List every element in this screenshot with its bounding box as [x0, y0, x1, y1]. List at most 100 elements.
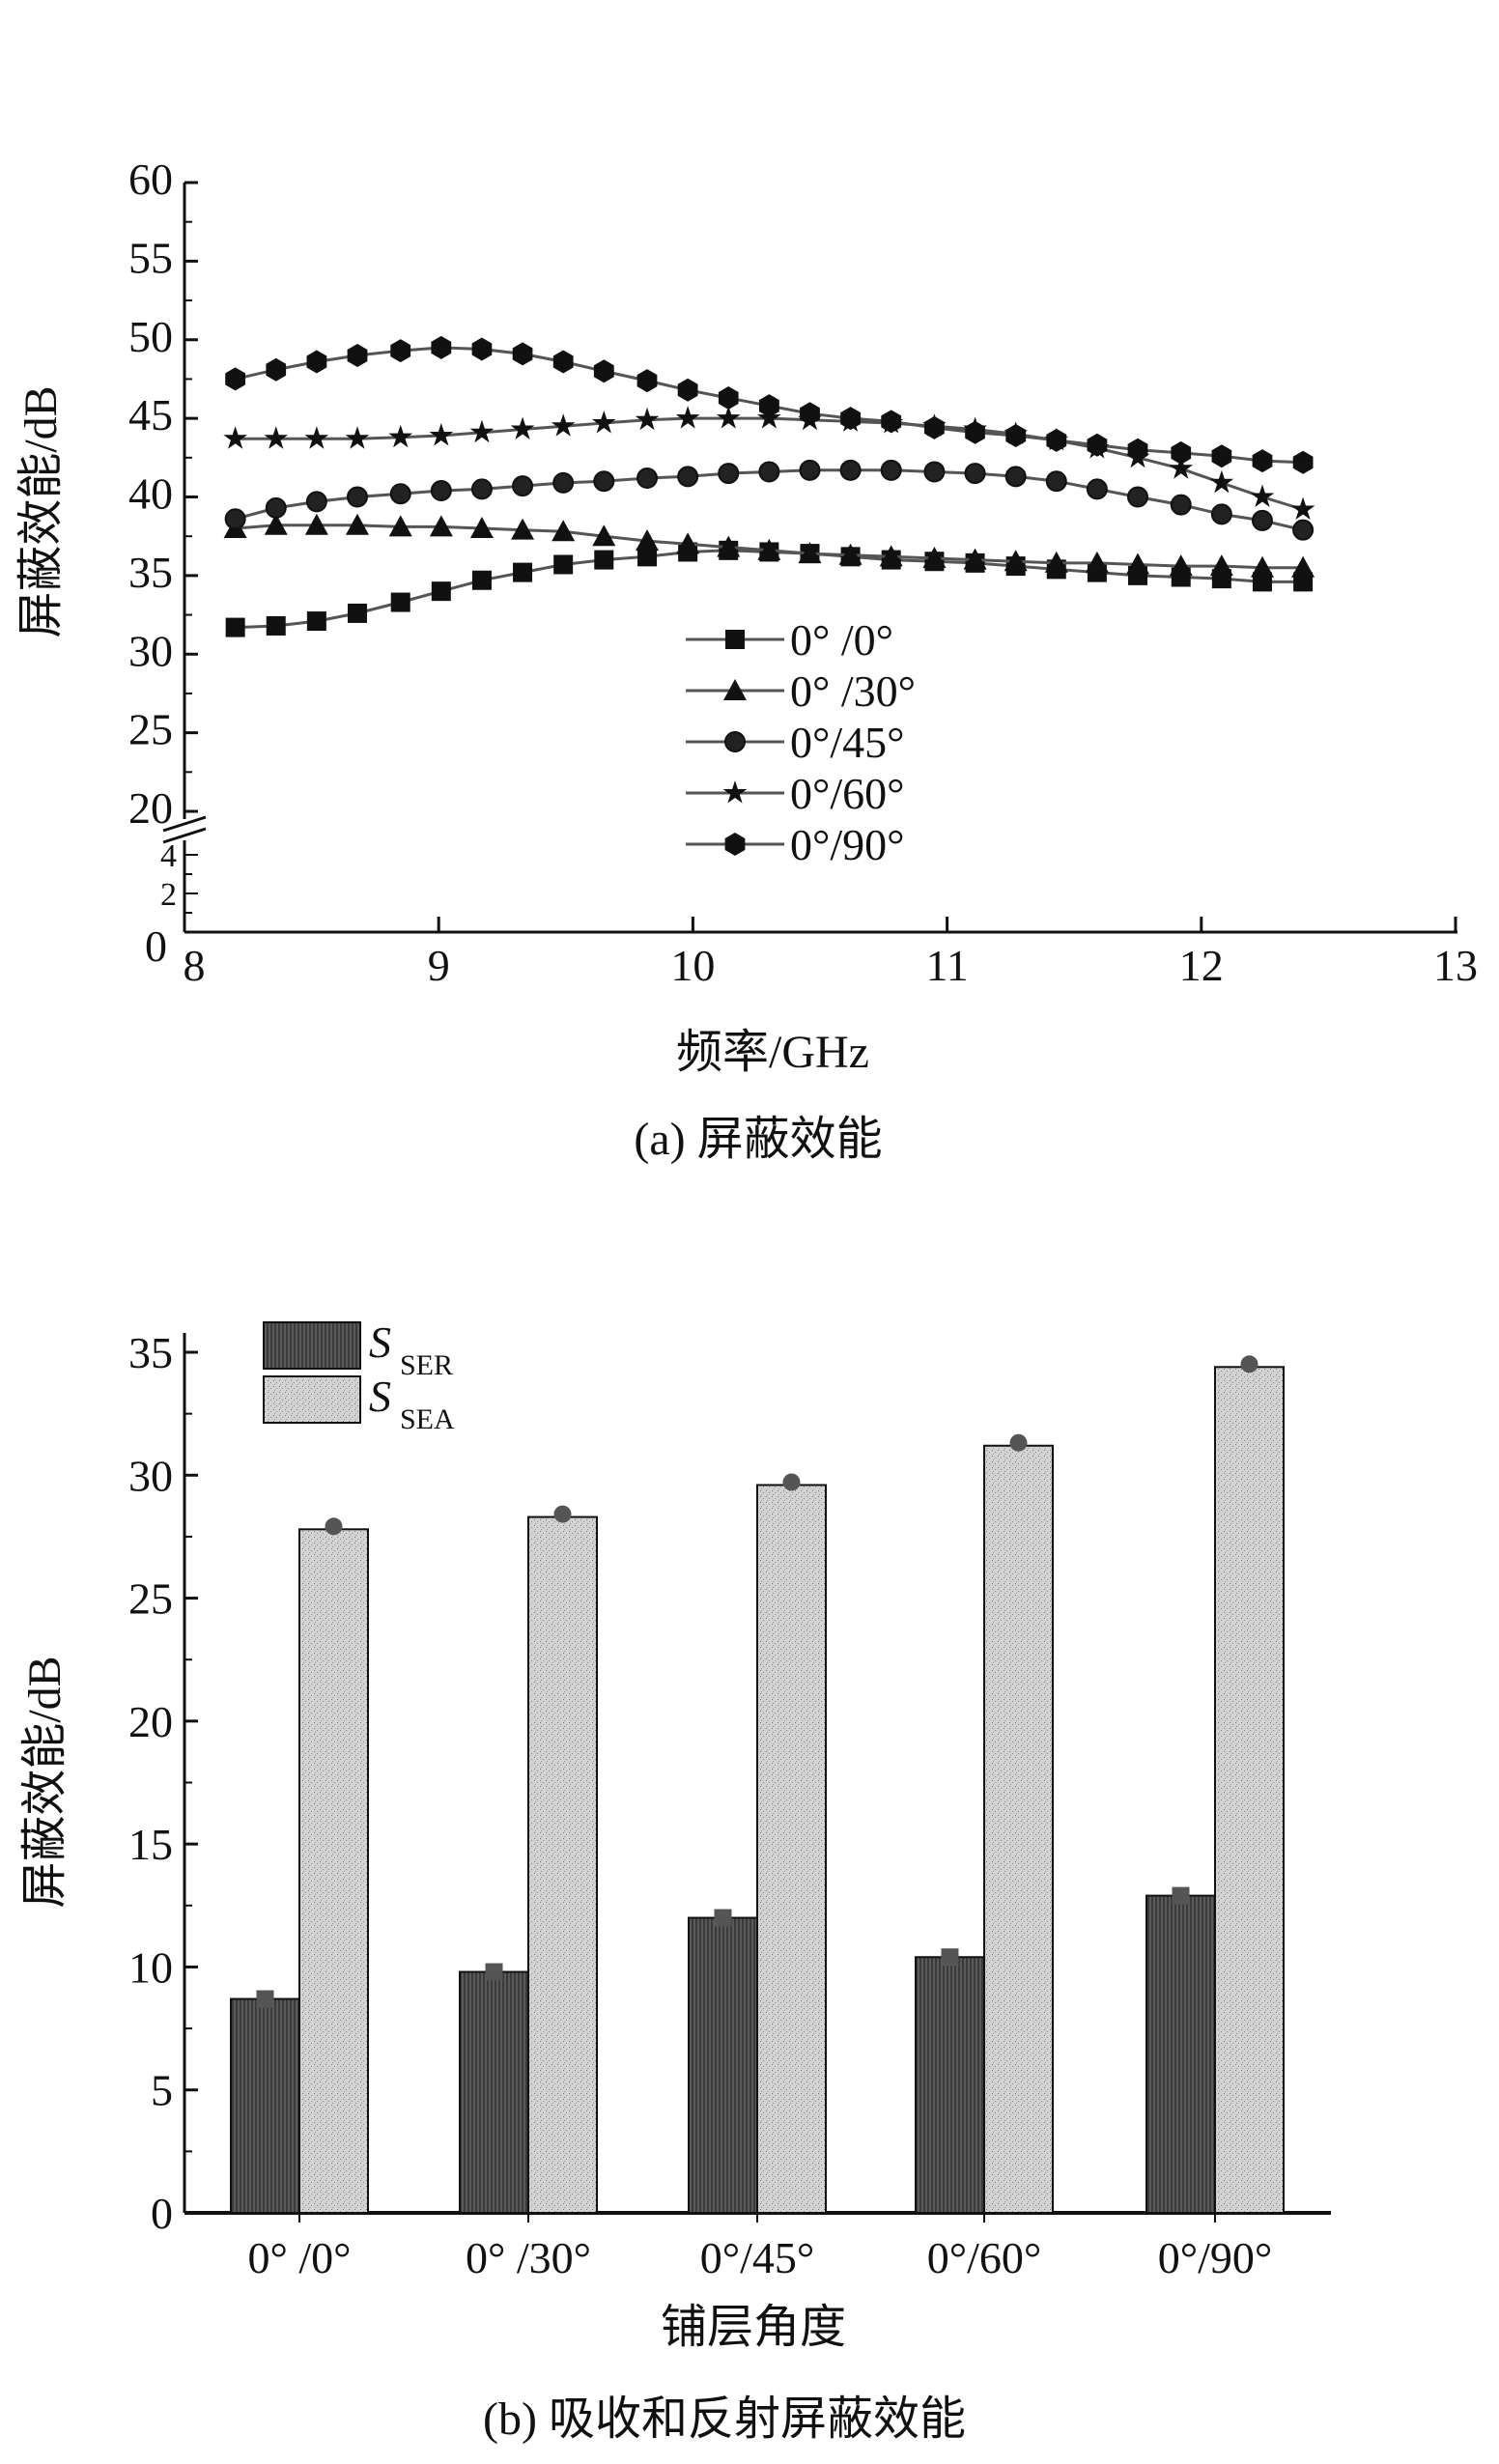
bar-value-marker [714, 1909, 732, 1927]
data-point-circle [389, 483, 411, 505]
data-point-square [637, 547, 658, 567]
legend-label-subscript: SER [400, 1349, 453, 1381]
axis-break-mark [162, 827, 207, 844]
data-point-square [266, 615, 286, 636]
legend-label: 0°/90° [790, 820, 905, 869]
data-point-triangle [717, 535, 741, 557]
x-tick-label: 0°/45° [700, 2233, 815, 2282]
x-axis-label: 铺层角度 [661, 2302, 846, 2353]
y-tick-label: 20 [128, 1697, 173, 1746]
bar-sea [527, 1515, 598, 2214]
data-point-circle [470, 478, 493, 500]
data-point-hexagon [593, 359, 614, 383]
data-point-circle [880, 459, 902, 481]
data-point-circle [718, 463, 740, 485]
chart-a-caption: (a) 屏蔽效能 [634, 1114, 882, 1165]
bar-ser [459, 1970, 529, 2215]
y-tick-label: 50 [128, 312, 173, 361]
data-point-hexagon [965, 420, 985, 444]
data-point-circle [839, 459, 862, 481]
y-tick-label: 25 [128, 705, 173, 754]
bar-value-marker [325, 1517, 343, 1536]
y-axis-label: 屏蔽效能/dB [15, 385, 67, 637]
data-point-triangle [798, 542, 822, 564]
data-point-star [1290, 496, 1315, 520]
data-point-hexagon [512, 342, 533, 366]
data-point-hexagon [881, 410, 902, 434]
x-tick-label: 0° /30° [466, 2233, 591, 2282]
data-point-circle [758, 461, 780, 483]
data-point-star [1169, 456, 1194, 479]
y-tick-label: 5 [151, 2066, 173, 2115]
data-point-triangle [1250, 555, 1274, 578]
data-point-triangle [838, 543, 863, 565]
data-point-hexagon [718, 386, 739, 410]
y-tick-label: 45 [128, 390, 173, 439]
data-point-triangle [429, 515, 453, 537]
data-point-triangle [552, 520, 576, 542]
series-4 [225, 335, 1314, 474]
legend-swatch [263, 1375, 361, 1424]
data-point-circle [964, 463, 986, 485]
legend-marker-square [725, 630, 745, 649]
data-point-triangle [592, 524, 616, 547]
y-tick-label: 4 [160, 838, 177, 874]
data-point-circle [636, 467, 659, 489]
data-point-triangle [304, 513, 328, 535]
data-point-star [675, 406, 700, 429]
data-point-square [390, 592, 410, 612]
legend-swatch [263, 1321, 361, 1370]
legend-label: 0°/60° [790, 769, 905, 818]
bar-sea [298, 1528, 369, 2214]
y-tick-label: 15 [128, 1820, 173, 1869]
data-point-star [429, 423, 454, 446]
y-tick-label: 60 [128, 155, 173, 204]
data-point-triangle [1004, 550, 1028, 572]
data-point-circle [346, 486, 368, 508]
bar-sea [756, 1484, 827, 2215]
data-point-star [591, 411, 616, 434]
data-point-hexagon [225, 367, 245, 391]
legend-marker-triangle [723, 679, 747, 700]
chart-b-caption: (b) 吸收和反射屏蔽效能 [483, 2393, 966, 2445]
data-point-triangle [1209, 554, 1233, 577]
legend-label: S [369, 1317, 391, 1367]
data-point-square [306, 611, 326, 632]
absorption-reflection-bar-chart: 0 5 10 15 20 25 30 35 0° /0° 0° /30° 0°/45° 0°/60° 0… [19, 1317, 1331, 2445]
data-point-hexagon [1211, 444, 1232, 468]
data-point-circle [1045, 470, 1067, 493]
bar-value-marker [553, 1505, 572, 1523]
bar-ser [688, 1916, 758, 2214]
data-point-triangle [1126, 552, 1149, 575]
data-point-circle [305, 491, 327, 513]
bar-value-marker [1240, 1355, 1259, 1374]
x-tick-label: 11 [925, 941, 968, 990]
data-point-hexagon [1127, 438, 1148, 462]
data-point-hexagon [759, 394, 779, 418]
data-point-star [388, 424, 413, 448]
shielding-effectiveness-line-chart: 20 25 30 35 40 45 50 55 60 0 24 8 9 10 11 12 13 频率/GHz 屏蔽效… [15, 155, 1478, 1165]
data-point-triangle [388, 515, 412, 537]
y-tick-label: 2 [160, 877, 177, 913]
series-1 [223, 513, 1315, 578]
data-point-hexagon [1005, 424, 1027, 447]
bar-value-marker [1172, 1886, 1190, 1905]
data-point-hexagon [840, 407, 861, 431]
data-point-hexagon [1252, 449, 1273, 473]
data-point-circle [1251, 509, 1273, 531]
data-point-circle [1004, 466, 1027, 488]
data-point-star [1209, 469, 1234, 494]
data-point-triangle [1044, 551, 1068, 573]
data-point-triangle [469, 517, 494, 539]
x-tick-label: 9 [428, 941, 450, 990]
series-2 [224, 459, 1315, 541]
data-point-triangle [1085, 551, 1109, 573]
data-point-triangle [1291, 555, 1315, 578]
y-tick-label: 55 [128, 233, 173, 282]
data-point-square [347, 603, 367, 623]
x-tick-label: 8 [184, 941, 206, 990]
data-point-triangle [676, 532, 700, 554]
bar-ser [915, 1956, 985, 2214]
legend-label-subscript: SEA [400, 1403, 455, 1435]
